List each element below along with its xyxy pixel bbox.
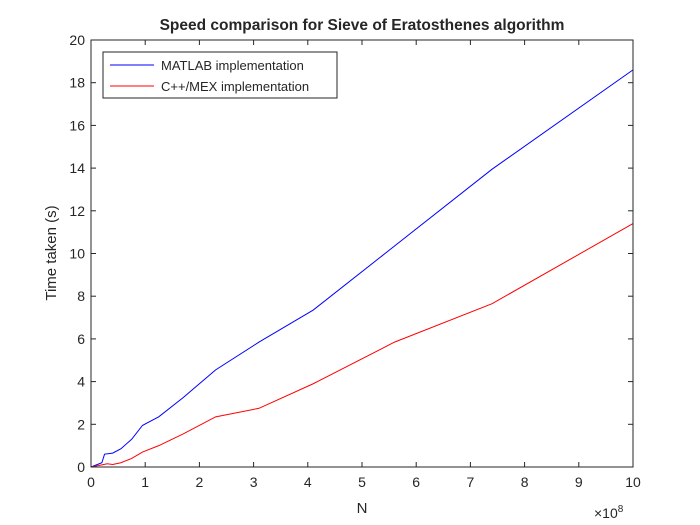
legend-entry-matlab: MATLAB implementation	[161, 58, 304, 73]
x-tick-label: 6	[412, 474, 420, 490]
x-tick-label: 7	[467, 474, 475, 490]
legend: MATLAB implementation C++/MEX implementa…	[102, 51, 338, 99]
y-tick-label: 20	[69, 32, 85, 48]
y-axis-label: Time taken (s)	[43, 205, 60, 300]
x-tick-label: 9	[575, 474, 583, 490]
chart-title: Speed comparison for Sieve of Eratosthen…	[160, 17, 565, 34]
plot-area	[91, 40, 633, 467]
x-tick-label: 8	[521, 474, 529, 490]
x-exponent-label: ×108	[594, 504, 624, 521]
legend-entry-cpp-mex: C++/MEX implementation	[161, 79, 309, 94]
series-line-1	[90, 223, 634, 468]
x-tick-label: 10	[625, 474, 641, 490]
y-tick-label: 16	[69, 117, 85, 133]
y-tick-label: 18	[69, 75, 85, 91]
x-tick-label: 3	[250, 474, 258, 490]
y-tick-label: 10	[69, 246, 85, 262]
y-tick-label: 14	[69, 160, 85, 176]
y-tick-label: 6	[77, 331, 85, 347]
x-exponent-power: 8	[618, 504, 624, 515]
y-tick-label: 2	[77, 416, 85, 432]
x-tick-label: 0	[87, 474, 95, 490]
y-tick-label: 4	[77, 374, 85, 390]
legend-box	[102, 51, 338, 99]
x-tick-label: 2	[196, 474, 204, 490]
y-tick-label: 12	[69, 203, 85, 219]
x-axis-label: N	[357, 500, 368, 517]
series-layer	[90, 69, 634, 468]
x-exponent-base: ×10	[594, 505, 618, 521]
x-tick-label: 1	[141, 474, 149, 490]
series-line-0	[90, 69, 634, 468]
y-tick-label: 0	[77, 459, 85, 475]
x-tick-label: 5	[358, 474, 366, 490]
x-tick-label: 4	[304, 474, 312, 490]
y-tick-label: 8	[77, 288, 85, 304]
